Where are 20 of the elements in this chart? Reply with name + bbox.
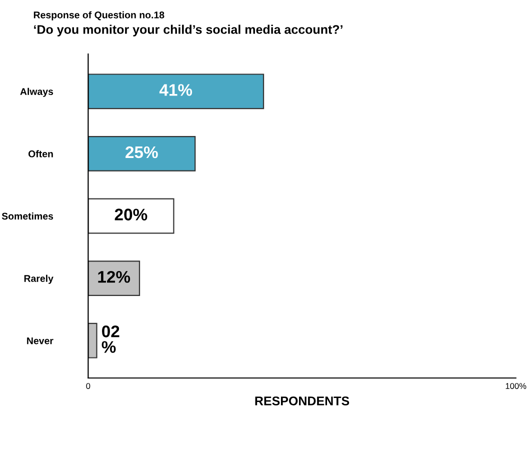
chart-subtitle: ‘Do you monitor your child’s social media account?’: [34, 24, 342, 36]
bar: [88, 136, 196, 172]
x-tick-label: 0: [86, 383, 90, 389]
data-label: 25%: [126, 146, 158, 158]
y-tick-label: Rarely: [24, 274, 54, 284]
data-label: 02 %: [102, 326, 120, 353]
y-tick-label: Sometimes: [2, 212, 54, 220]
bar: [88, 198, 174, 234]
y-tick-label: Always: [20, 88, 54, 97]
y-tick-label: Never: [27, 337, 54, 344]
bar: [88, 260, 140, 296]
chart-title: Response of Question no.18: [34, 11, 164, 20]
bar: [88, 322, 98, 358]
x-axis-title: RESPONDENTS: [255, 396, 350, 406]
y-tick-label: Often: [28, 150, 53, 158]
data-label: 20%: [114, 208, 148, 220]
x-tick-label: 100%: [506, 383, 526, 389]
data-label: 41%: [159, 84, 192, 96]
bar: [88, 74, 264, 110]
data-label: 12%: [98, 270, 130, 283]
